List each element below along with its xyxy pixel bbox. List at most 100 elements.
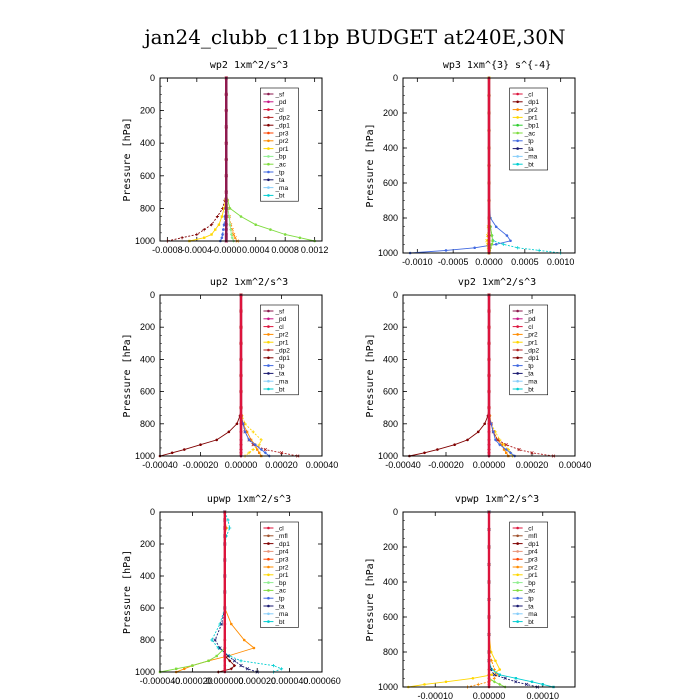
series-point: [239, 422, 243, 426]
series-point: [271, 664, 275, 668]
y-tick-label: 400: [383, 143, 398, 153]
legend-entry: _bt: [274, 193, 284, 200]
series-point: [530, 680, 534, 683]
series-point: [500, 443, 504, 446]
legend-marker: [267, 550, 270, 553]
series-point: [224, 141, 228, 145]
series-line-tp: [219, 78, 227, 242]
y-tick-label: 1000: [378, 248, 398, 258]
plot-frame: [159, 294, 323, 457]
series-point: [498, 443, 502, 447]
y-tick-label: 800: [140, 635, 155, 645]
x-tick-label: -0.0010: [402, 257, 433, 267]
legend-marker: [267, 333, 270, 336]
series-point: [491, 239, 494, 242]
series-point: [263, 451, 267, 455]
series-point: [222, 228, 225, 231]
y-tick-label: 1000: [378, 682, 398, 692]
series-point: [505, 234, 509, 237]
legend-entry: _ma: [274, 185, 288, 192]
series-point: [224, 108, 228, 113]
legend-marker: [516, 309, 519, 313]
series-point: [242, 638, 246, 642]
y-tick-label: 400: [140, 354, 155, 364]
series-point: [471, 676, 475, 680]
legend-marker: [267, 589, 270, 592]
series-point: [223, 534, 227, 538]
series-point: [224, 236, 228, 240]
y-tick-label: 800: [383, 647, 398, 657]
series-point: [223, 526, 227, 530]
legend-entry: _cl: [524, 525, 534, 532]
series-point: [209, 223, 214, 227]
legend-entry: _bp: [524, 580, 536, 587]
series-point: [487, 216, 491, 220]
series-point: [226, 518, 230, 522]
y-tick-label: 1000: [135, 451, 155, 461]
y-axis-label: Pressure [hPa]: [365, 123, 376, 207]
series-point: [224, 223, 228, 227]
series-point: [239, 390, 243, 394]
series-line-bt: [211, 511, 283, 673]
panel-3: up2 1xm^2/s^3 Pressure [hPa] 0 200 400 600 800…: [122, 277, 338, 470]
legend-entry: _ta: [274, 603, 284, 610]
legend-marker: [267, 387, 270, 391]
legend-entry: _ac: [274, 588, 286, 595]
series-point: [423, 451, 426, 455]
legend-entry: _cl: [274, 324, 284, 331]
series-point: [170, 451, 174, 455]
series-point: [230, 236, 234, 240]
series-point: [223, 664, 227, 667]
series-point: [487, 325, 491, 329]
x-tick-label: 0.00040: [559, 460, 592, 470]
series-point: [223, 518, 227, 522]
series-point: [215, 438, 218, 442]
series-point: [514, 677, 518, 680]
series-point: [490, 659, 494, 663]
legend-entry: _ac: [524, 588, 536, 595]
x-tick-label: 0.0000: [475, 257, 503, 267]
legend-entry: _pd: [524, 316, 536, 323]
series-point: [232, 659, 237, 663]
series-point: [487, 239, 491, 243]
legend-marker: [516, 604, 519, 608]
x-tick-label: 0.00020: [265, 460, 298, 470]
series-point: [257, 443, 261, 447]
series-point: [487, 633, 491, 636]
series-point: [228, 526, 232, 530]
series-point: [490, 234, 494, 237]
series-point: [224, 214, 228, 219]
series-point: [487, 341, 491, 345]
series-point: [444, 249, 448, 252]
plot-frame: [402, 511, 576, 688]
panel-title: vpwp 1xm^2/s^3: [455, 494, 539, 505]
series-point: [229, 667, 233, 671]
x-tick-label: 0.0012: [301, 245, 329, 255]
legend-entry: _pr2: [274, 564, 288, 571]
series-point: [537, 248, 541, 252]
series-point: [490, 668, 493, 671]
series-point: [514, 680, 518, 684]
figure-title: jan24_clubb_c11bp BUDGET at240E,30N: [142, 25, 565, 49]
legend-entry: _sf: [524, 308, 534, 315]
series-point: [509, 239, 512, 243]
legend-marker: [267, 526, 270, 530]
legend-marker: [516, 557, 519, 561]
series-point: [487, 447, 491, 452]
legend-entry: _pr3: [274, 557, 288, 564]
y-tick-label: 600: [383, 612, 398, 622]
series-point: [258, 451, 261, 454]
series-point: [228, 207, 232, 210]
y-tick-label: 800: [140, 419, 155, 429]
series-point: [492, 667, 496, 672]
legend-entry: _bt: [274, 386, 284, 393]
legend-marker: [267, 340, 270, 344]
series-point: [254, 223, 258, 226]
series-point: [490, 243, 494, 246]
series-point: [224, 190, 228, 194]
series-point: [493, 438, 498, 442]
series-point: [215, 214, 220, 219]
legend-marker: [516, 340, 519, 344]
x-tick-label: -0.00010: [417, 691, 453, 700]
legend-entry: _ma: [274, 611, 288, 618]
